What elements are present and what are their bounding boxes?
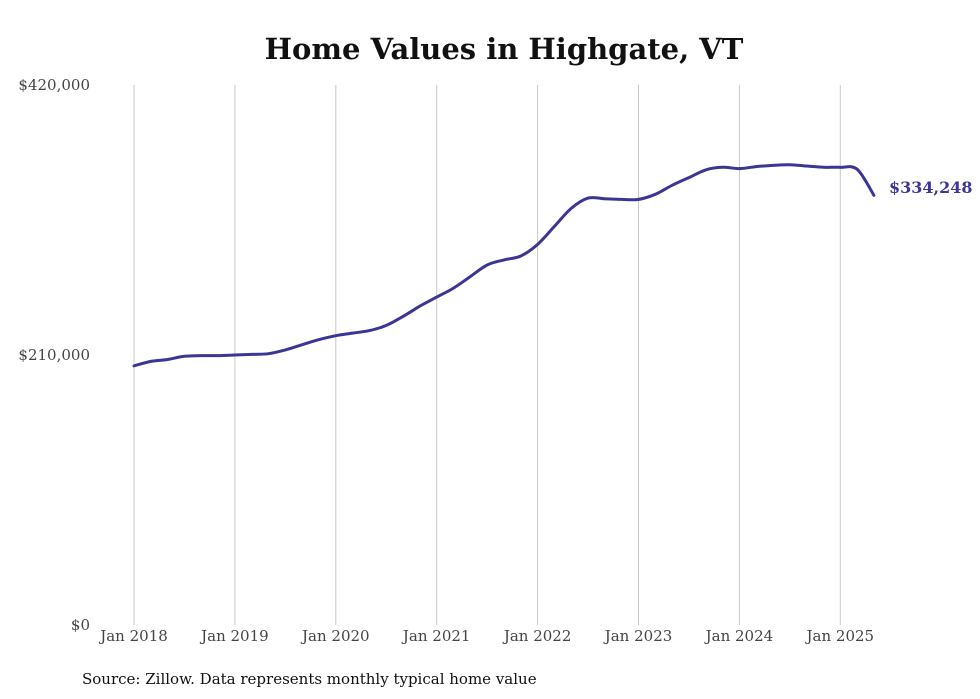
last-value-label: $334,248 — [889, 178, 973, 197]
y-tick-label: $210,000 — [18, 346, 90, 364]
x-tick-label: Jan 2024 — [704, 627, 774, 645]
x-tick-label: Jan 2020 — [300, 627, 370, 645]
x-tick-label: Jan 2023 — [603, 627, 673, 645]
home-value-line — [132, 163, 876, 368]
chart-title: Home Values in Highgate, VT — [265, 32, 744, 66]
x-tick-label: Jan 2018 — [98, 627, 168, 645]
y-tick-label: $420,000 — [18, 76, 90, 94]
y-axis-ticks: $0 $210,000 $420,000 — [18, 76, 90, 634]
x-tick-label: Jan 2025 — [805, 627, 875, 645]
x-tick-label: Jan 2022 — [502, 627, 572, 645]
series-layer — [132, 163, 876, 368]
x-tick-label: Jan 2021 — [401, 627, 471, 645]
gridlines — [133, 85, 841, 625]
y-tick-label: $0 — [71, 616, 90, 634]
x-axis-ticks: Jan 2018 Jan 2019 Jan 2020 Jan 2021 Jan 2022… — [98, 627, 874, 645]
source-note: Source: Zillow. Data represents monthly … — [82, 670, 537, 688]
x-tick-label: Jan 2019 — [199, 627, 269, 645]
